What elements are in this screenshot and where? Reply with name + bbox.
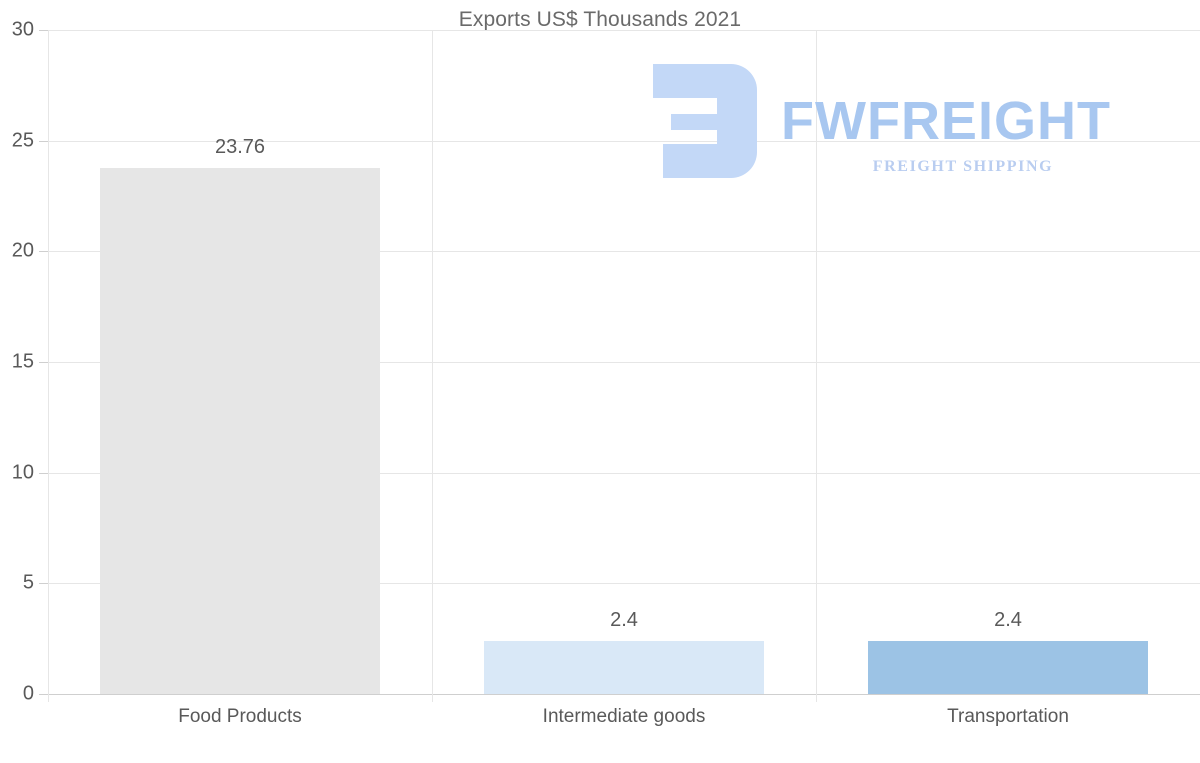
gridline-horizontal (48, 30, 1200, 31)
bar-value-label: 23.76 (214, 136, 266, 159)
bar-value-label: 2.4 (610, 608, 638, 631)
bar[interactable] (484, 640, 764, 694)
y-axis-tick-label: 20 (11, 239, 34, 262)
x-axis-tick-label: Food Products (178, 706, 302, 727)
chart-title: Exports US$ Thousands 2021 (458, 8, 742, 31)
bar-value-label: 2.4 (994, 608, 1022, 631)
gridline-horizontal (48, 583, 1200, 585)
y-axis-tick-label: 25 (11, 129, 34, 152)
y-axis-tick-label: 5 (22, 571, 34, 594)
gridline-vertical (816, 30, 817, 702)
y-axis-tick-mark (39, 583, 48, 585)
y-axis-tick-mark (39, 694, 48, 695)
gridline-horizontal (48, 140, 1200, 142)
y-axis-tick-mark (39, 30, 48, 31)
gridline-vertical (432, 30, 433, 702)
y-axis-tick-label: 15 (11, 350, 34, 373)
gridline-horizontal (48, 472, 1200, 474)
plot-area: 0 5 10 15 20 25 30 23.76 2.4 2.4 (12, 19, 1200, 705)
x-axis-tick-label: Intermediate goods (542, 706, 706, 727)
bar[interactable] (868, 640, 1148, 694)
x-axis-tick-label: Transportation (947, 706, 1069, 727)
y-axis-tick-label: 0 (22, 682, 34, 705)
y-axis-tick-label: 30 (11, 18, 34, 41)
gridline-horizontal (48, 251, 1200, 253)
gridline-horizontal (48, 694, 1200, 695)
gridline-vertical (48, 30, 49, 702)
y-axis-tick-mark (39, 140, 48, 142)
y-axis-tick-mark (39, 472, 48, 474)
y-axis-tick-mark (39, 251, 48, 253)
gridline-horizontal (48, 362, 1200, 363)
y-axis-tick-mark (39, 362, 48, 363)
bar[interactable] (100, 168, 380, 694)
y-axis-tick-label: 10 (11, 461, 34, 484)
